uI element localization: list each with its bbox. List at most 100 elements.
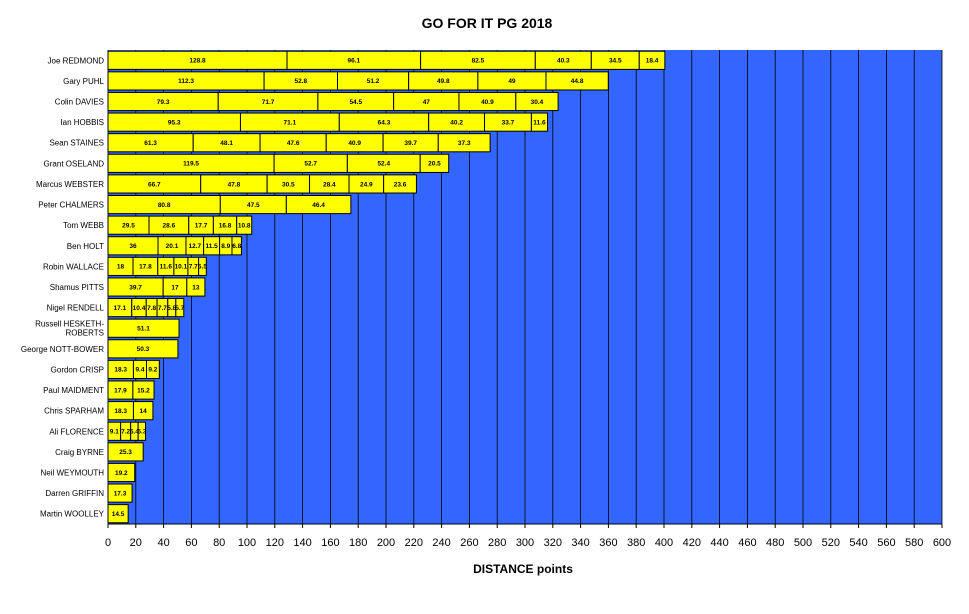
bar-segment-label: 52.4 [377, 161, 390, 168]
bar-segment-label: 7.2 [121, 429, 130, 436]
bar-segment-label: 11.6 [160, 264, 173, 271]
bar-segment-label: 7.7 [158, 305, 167, 312]
bar-segment-label: 66.7 [148, 181, 161, 188]
category-label: Ali FLORENCE [49, 427, 104, 436]
bar-segment-label: 15.2 [137, 387, 150, 394]
bar-segment-label: 10.4 [133, 305, 146, 312]
x-tick-label: 500 [794, 537, 812, 549]
bar-segment [132, 401, 154, 421]
bar-segment [137, 421, 147, 441]
category-label-line: Gary PUHL [63, 77, 104, 86]
x-axis-ticks: 0 20 40 60 80 100 120 140 160 180 200 220 240 260 280 3… [105, 524, 951, 549]
bar-segment-label: 30.4 [531, 99, 544, 106]
bar-segment-label: 79.3 [157, 99, 170, 106]
bar-segment-label: 18.3 [114, 408, 127, 415]
bar-segment-label: 8.9 [221, 243, 230, 250]
x-tick-label: 400 [655, 537, 673, 549]
bar-segment [231, 236, 242, 256]
bar-segment-label: 9.4 [135, 367, 144, 374]
category-label: Ian HOBBIS [60, 118, 104, 127]
bar-segment-label: 17.3 [114, 490, 127, 497]
bar-segment-label: 49 [508, 78, 516, 85]
bar-segment-label: 30.5 [282, 181, 295, 188]
bar-segment [107, 339, 179, 359]
bar-segment-label: 5.7 [175, 305, 184, 312]
bar-segment [107, 442, 144, 462]
bar-segment-label: 24.9 [360, 181, 373, 188]
bar-segment-label: 61.3 [144, 140, 157, 147]
category-label: George NOTT-BOWER [21, 345, 104, 354]
category-label: Sean STAINES [49, 139, 104, 148]
x-tick-label: 140 [293, 537, 311, 549]
bar-segment [107, 483, 133, 503]
bar-segment-label: 10.1 [175, 264, 188, 271]
category-label-line: Neil WEYMOUTH [40, 468, 104, 477]
bars-group: 128.8 96.1 82.5 40.3 34.5 18.4 112.3 52.8 51.2 49… [107, 50, 666, 524]
category-label-line: Sean STAINES [49, 139, 104, 148]
bar-segment-label: 39.7 [129, 284, 142, 291]
x-tick-label: 280 [488, 537, 506, 549]
x-tick-label: 260 [460, 537, 478, 549]
x-tick-label: 580 [905, 537, 923, 549]
x-tick-label: 540 [849, 537, 867, 549]
category-label-line: Tom WEBB [63, 221, 104, 230]
category-label-line: George NOTT-BOWER [21, 345, 104, 354]
x-tick-label: 80 [213, 537, 225, 549]
bar-segment-label: 13 [192, 284, 200, 291]
bar-segment-label: 40.9 [481, 99, 494, 106]
x-tick-label: 380 [627, 537, 645, 549]
x-tick-label: 340 [571, 537, 589, 549]
x-tick-label: 180 [349, 537, 367, 549]
x-tick-label: 600 [933, 537, 951, 549]
bar-segment-label: 47.6 [287, 140, 300, 147]
bar-segment-label: 7.7 [189, 264, 198, 271]
category-label: Robin WALLACE [43, 262, 104, 271]
category-label-line: Gordon CRISP [51, 365, 104, 374]
x-tick-label: 40 [157, 537, 169, 549]
bar-segment-label: 33.7 [502, 119, 515, 126]
bar-segment-label: 12.7 [188, 243, 201, 250]
category-label-line: Nigel RENDELL [47, 304, 105, 313]
bar-segment-label: 28.6 [163, 222, 176, 229]
bar-segment-label: 119.5 [183, 161, 199, 168]
bar-segment-label: 18 [117, 264, 125, 271]
bar-segment-label: 17.8 [139, 264, 152, 271]
bar-segment-label: 11.5 [205, 243, 218, 250]
category-label: Chris SPARHAM [44, 407, 104, 416]
bar-segment-label: 36 [129, 243, 137, 250]
bar-segment-label: 7.8 [147, 305, 156, 312]
x-tick-label: 120 [266, 537, 284, 549]
bar-segment-label: 10.8 [238, 222, 251, 229]
category-label: Darren GRIFFIN [45, 489, 104, 498]
bar-segment-label: 5.4 [130, 429, 139, 436]
x-tick-label: 520 [822, 537, 840, 549]
x-tick-label: 440 [710, 537, 728, 549]
category-label: Tom WEBB [63, 221, 104, 230]
category-label: Martin WOOLLEY [40, 510, 105, 519]
category-label-line: Peter CHALMERS [38, 201, 104, 210]
bar-segment-label: 5.5 [198, 264, 207, 271]
x-tick-label: 160 [321, 537, 339, 549]
bar-segment-label: 40.9 [348, 140, 361, 147]
bar-segment-label: 39.7 [404, 140, 417, 147]
bar-segment-label: 20.5 [428, 161, 441, 168]
bar-segment-label: 19.2 [115, 470, 128, 477]
bar-segment-label: 14 [140, 408, 148, 415]
category-label-line: Russell HESKETH- [35, 320, 104, 329]
category-label: Gordon CRISP [51, 365, 104, 374]
bar-segment-label: 51.2 [367, 78, 380, 85]
category-label-line: Marcus WEBSTER [36, 180, 104, 189]
bar-segment [530, 112, 549, 132]
x-tick-label: 480 [766, 537, 784, 549]
x-tick-label: 360 [599, 537, 617, 549]
category-label: Shamus PITTS [50, 283, 104, 292]
bar-segment-label: 71.7 [262, 99, 275, 106]
bar-segment-label: 18.3 [114, 367, 127, 374]
category-label: Nigel RENDELL [47, 304, 105, 313]
category-label: Gary PUHL [63, 77, 104, 86]
bar-segment-label: 82.5 [472, 58, 485, 65]
bar-segment-label: 71.1 [284, 119, 297, 126]
bar-segment-label: 96.1 [347, 58, 360, 65]
bar-segment [186, 277, 206, 297]
x-tick-label: 200 [377, 537, 395, 549]
